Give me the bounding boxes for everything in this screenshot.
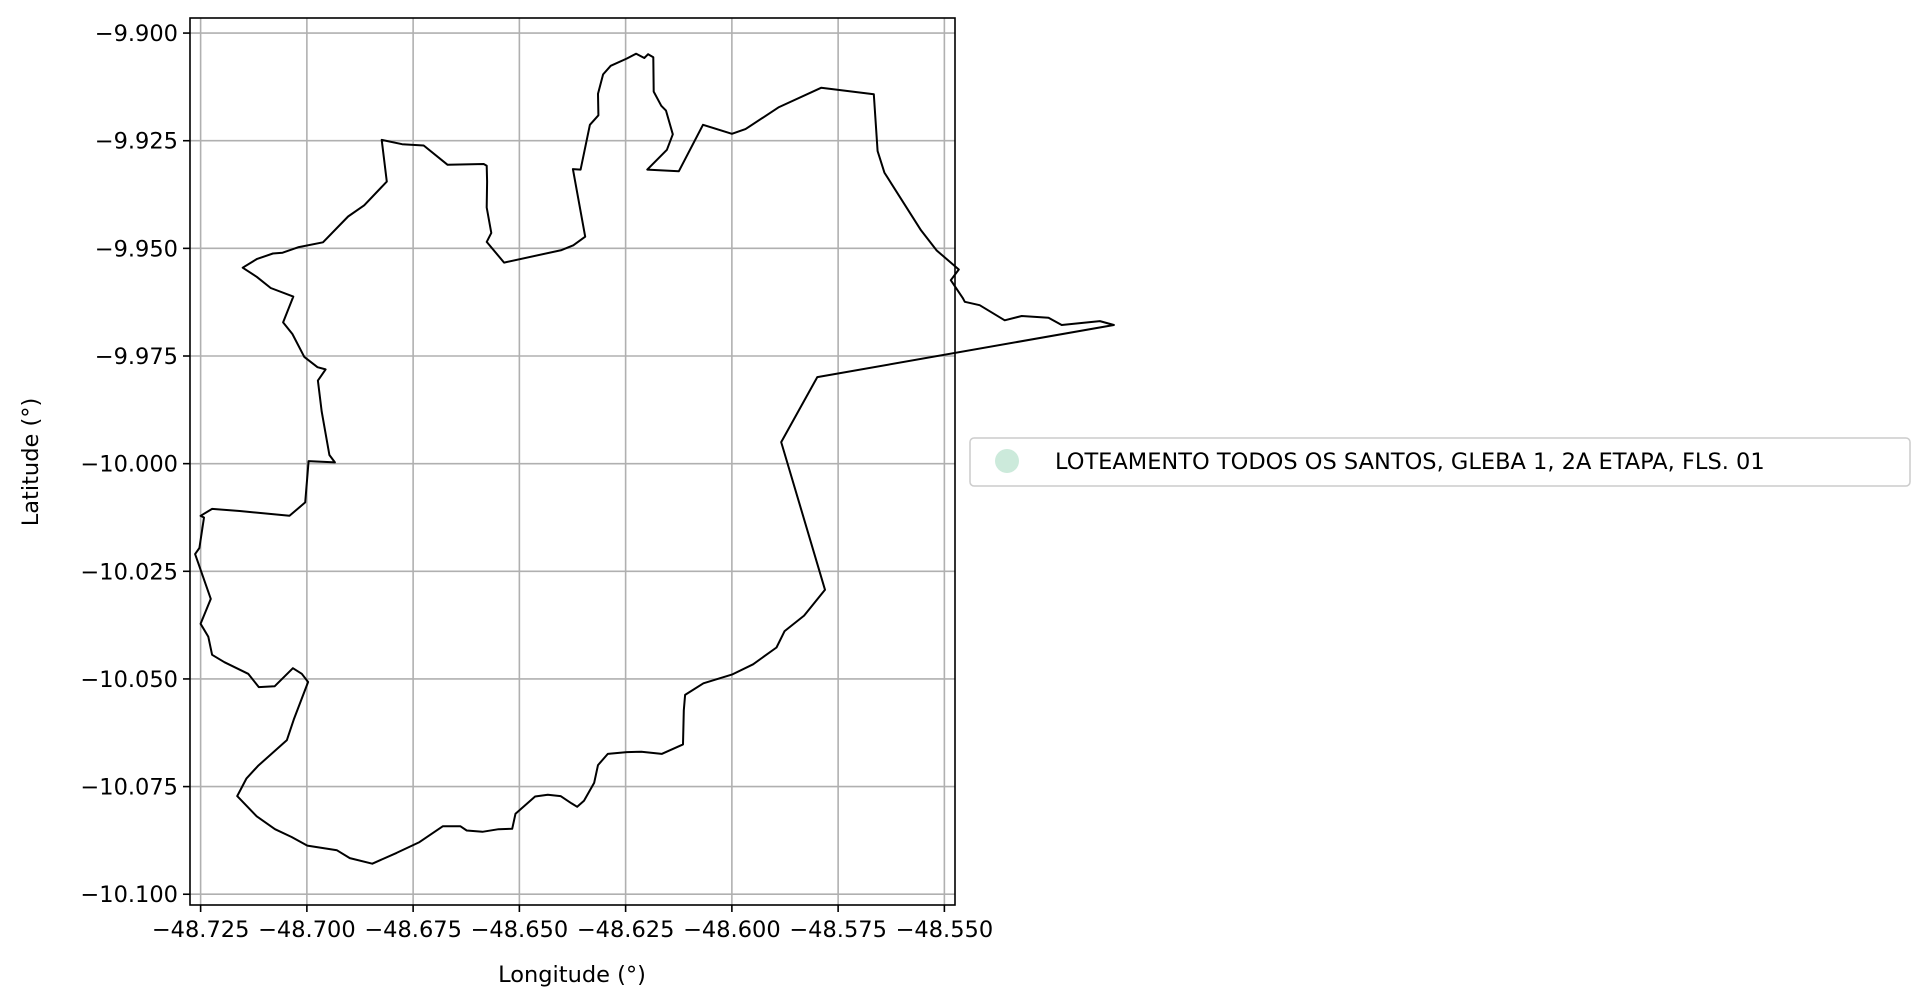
plot-frame — [189, 17, 956, 906]
x-axis-label: Longitude (°) — [498, 962, 646, 988]
y-tick-label: −10.075 — [80, 775, 178, 801]
x-tick-label: −48.725 — [152, 917, 250, 943]
x-tick-label: −48.700 — [258, 917, 356, 943]
x-tick-label: −48.650 — [471, 917, 569, 943]
y-tick-label: −9.925 — [95, 129, 178, 155]
x-tick-label: −48.550 — [896, 917, 994, 943]
y-tick-label: −10.000 — [80, 452, 178, 478]
y-axis-label: Latitude (°) — [18, 398, 44, 527]
x-tick-label: −48.625 — [577, 917, 675, 943]
x-tick-label: −48.675 — [364, 917, 462, 943]
legend-entry-label: LOTEAMENTO TODOS OS SANTOS, GLEBA 1, 2A … — [1055, 449, 1765, 475]
y-tick-label: −9.950 — [95, 236, 178, 262]
y-tick-label: −9.975 — [95, 344, 178, 370]
legend-frame — [969, 437, 1911, 487]
x-tick-label: −48.575 — [789, 917, 887, 943]
y-tick-label: −10.025 — [80, 559, 178, 585]
x-axis-ticks: −48.725 −48.700 −48.675 −48.650 −48.625 −48.6… — [152, 905, 993, 943]
boundary-polygon — [194, 52, 1115, 865]
y-axis-ticks: −9.900 −9.925 −9.950 −9.975 −10.000 −10.025 −1… — [80, 21, 190, 908]
y-tick-label: −10.050 — [80, 667, 178, 693]
y-tick-label: −9.900 — [95, 21, 178, 47]
legend: LOTEAMENTO TODOS OS SANTOS, GLEBA 1, 2A … — [969, 437, 1911, 487]
x-tick-label: −48.600 — [683, 917, 781, 943]
grid-lines — [190, 18, 955, 905]
legend-marker — [995, 449, 1019, 473]
y-tick-label: −10.100 — [80, 882, 178, 908]
